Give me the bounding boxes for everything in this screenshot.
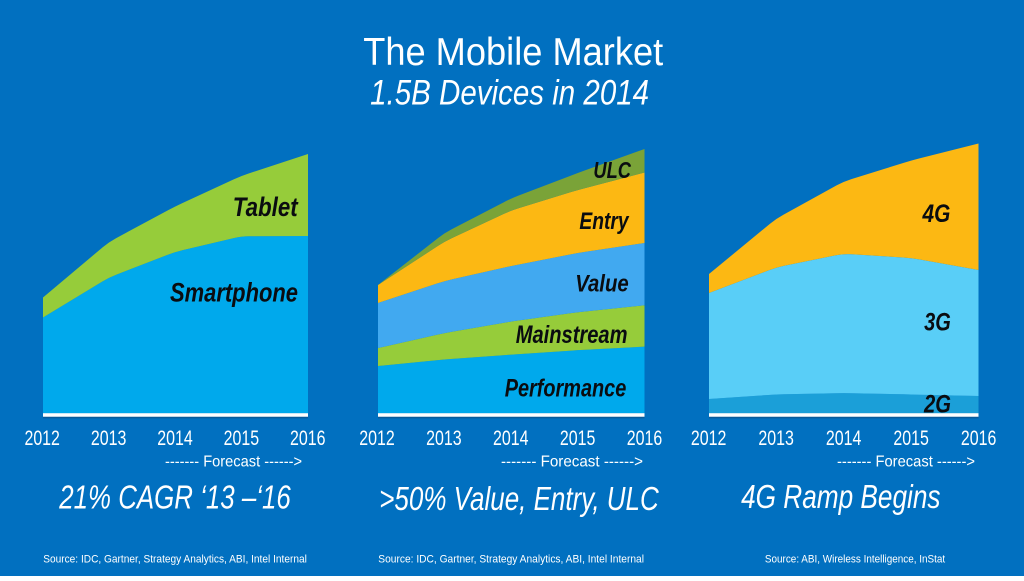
svg-text:2013: 2013 <box>426 426 462 450</box>
svg-text:2014: 2014 <box>493 426 529 450</box>
svg-text:21% CAGR ‘13 –‘16: 21% CAGR ‘13 –‘16 <box>58 480 291 517</box>
svg-text:2016: 2016 <box>290 426 326 450</box>
svg-text:2013: 2013 <box>91 426 127 450</box>
svg-text:Source: ABI, Wireless Intellig: Source: ABI, Wireless Intelligence, InSt… <box>765 553 945 565</box>
svg-text:Entry: Entry <box>579 208 630 235</box>
svg-text:4G: 4G <box>922 200 951 228</box>
svg-text:2013: 2013 <box>758 426 794 450</box>
svg-text:Value: Value <box>575 271 629 298</box>
svg-text:>50% Value, Entry, ULC: >50% Value, Entry, ULC <box>379 481 659 518</box>
svg-text:4G Ramp Begins: 4G Ramp Begins <box>741 479 941 516</box>
svg-text:2016: 2016 <box>627 426 663 450</box>
svg-text:ULC: ULC <box>593 157 631 183</box>
svg-text:Source: IDC, Gartner, Strateg: Source: IDC, Gartner, Strategy Analytics… <box>378 554 644 566</box>
svg-text:------- Forecast ------>: ------- Forecast ------> <box>837 453 975 470</box>
svg-text:Tablet: Tablet <box>233 192 299 222</box>
svg-text:2015: 2015 <box>893 426 929 450</box>
svg-text:------- Forecast ------>: ------- Forecast ------> <box>165 453 302 470</box>
svg-text:Mainstream: Mainstream <box>516 321 628 349</box>
svg-text:2015: 2015 <box>560 426 596 450</box>
svg-text:2015: 2015 <box>224 426 260 450</box>
svg-text:Source: IDC, Gartner, Strateg: Source: IDC, Gartner, Strategy Analytics… <box>43 553 307 565</box>
svg-text:3G: 3G <box>924 309 951 337</box>
svg-text:2014: 2014 <box>157 426 193 450</box>
svg-text:Performance: Performance <box>505 374 627 402</box>
svg-text:2016: 2016 <box>961 426 997 450</box>
svg-text:Smartphone: Smartphone <box>170 278 298 308</box>
svg-text:2012: 2012 <box>691 426 727 450</box>
svg-text:------- Forecast ------>: ------- Forecast ------> <box>501 453 643 470</box>
svg-text:2G: 2G <box>923 391 951 419</box>
svg-text:2012: 2012 <box>24 426 60 450</box>
svg-text:The Mobile Market: The Mobile Market <box>363 31 663 74</box>
svg-text:1.5B Devices in 2014: 1.5B Devices in 2014 <box>370 74 649 113</box>
svg-text:2012: 2012 <box>359 426 395 450</box>
svg-text:2014: 2014 <box>826 426 862 450</box>
